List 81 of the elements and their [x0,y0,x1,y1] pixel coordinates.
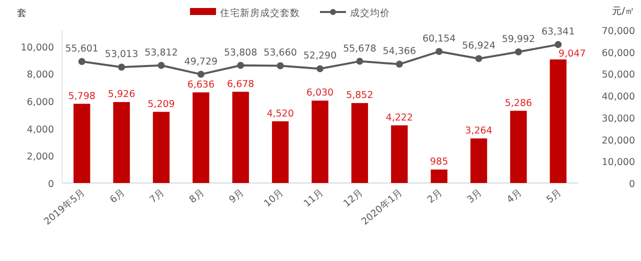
x-tick-label: 5月 [544,186,564,206]
bar [232,92,249,183]
bar [430,170,448,183]
x-tick-label: 11月 [302,186,326,210]
y-tick-label: 8,000 [26,70,54,81]
point [276,62,284,70]
point [356,58,364,65]
bar [470,138,488,183]
x-tick-label: 7月 [148,186,168,206]
data-label: 4,520 [266,108,294,120]
data-label: 63,341 [542,26,575,38]
data-label: 4,222 [386,112,413,124]
y2-tick-label: 30,000 [602,113,635,124]
point [396,60,403,68]
data-label: 53,812 [144,47,178,58]
point [237,62,244,69]
data-label: 59,992 [502,34,536,45]
legend-label: 成交均价 [350,7,390,19]
point [475,55,482,62]
y-tick-label: 6,000 [26,97,54,108]
data-label: 5,286 [504,98,532,109]
point [118,64,126,71]
y2-tick-label: 60,000 [602,48,635,59]
y-tick-label: 2,000 [26,152,54,163]
bar [351,103,368,183]
data-label: 5,926 [108,89,136,100]
x-tick-label: 4月 [505,186,524,206]
legend-label: 住宅新房成交套数 [220,7,300,19]
bar [550,59,566,183]
y2-tick-label: 0 [628,179,635,190]
y2-tick-label: 70,000 [602,26,635,37]
data-label: 54,366 [382,46,416,58]
data-label: 53,808 [224,47,258,58]
x-tick-label: 6月 [108,186,128,206]
y2-tick-label: 40,000 [602,92,635,103]
data-label: 5,209 [148,98,175,110]
data-label: 49,729 [184,56,218,68]
bar [192,92,210,183]
data-label: 9,047 [558,48,586,60]
data-label: 985 [430,156,448,168]
x-tick-label: 3月 [465,186,485,206]
x-tick-label: 8月 [187,186,207,206]
y2-tick-label: 50,000 [602,70,635,81]
data-label: 55,601 [65,43,98,54]
data-label: 5,852 [346,90,374,102]
point [158,62,165,69]
point [554,41,562,48]
data-label: 60,154 [422,34,456,45]
y-tick-label: 4,000 [26,124,54,136]
bar [113,102,130,183]
data-label: 55,678 [343,43,376,54]
bar [74,104,90,183]
y-tick-label: 10,000 [20,42,54,54]
bar [272,121,289,183]
data-label: 6,636 [187,79,215,90]
point [514,48,522,56]
data-label: 56,924 [462,40,496,52]
y-tick-label: 0 [48,179,54,190]
y2-tick-label: 10,000 [602,157,635,168]
data-label: 6,678 [227,78,254,90]
point [78,58,86,65]
bar [391,125,408,183]
point [436,48,443,56]
y-axis-title: 套 [17,7,27,19]
point [316,65,324,72]
data-label: 6,030 [306,88,334,99]
bar [510,110,527,183]
data-label: 53,013 [104,49,138,60]
data-label: 3,264 [465,125,492,136]
bar [312,100,328,183]
point [197,70,204,78]
x-tick-label: 2月 [426,186,446,206]
y2-axis-title: 元/㎡ [612,6,635,17]
data-label: 52,290 [303,50,337,62]
data-label: 5,798 [68,90,96,102]
x-tick-label: 9月 [227,186,247,206]
x-tick-label: 12月 [342,186,366,210]
data-label: 53,660 [264,48,297,59]
x-tick-label: 10月 [262,186,286,210]
y2-tick-label: 20,000 [602,135,635,146]
bar [152,112,170,183]
